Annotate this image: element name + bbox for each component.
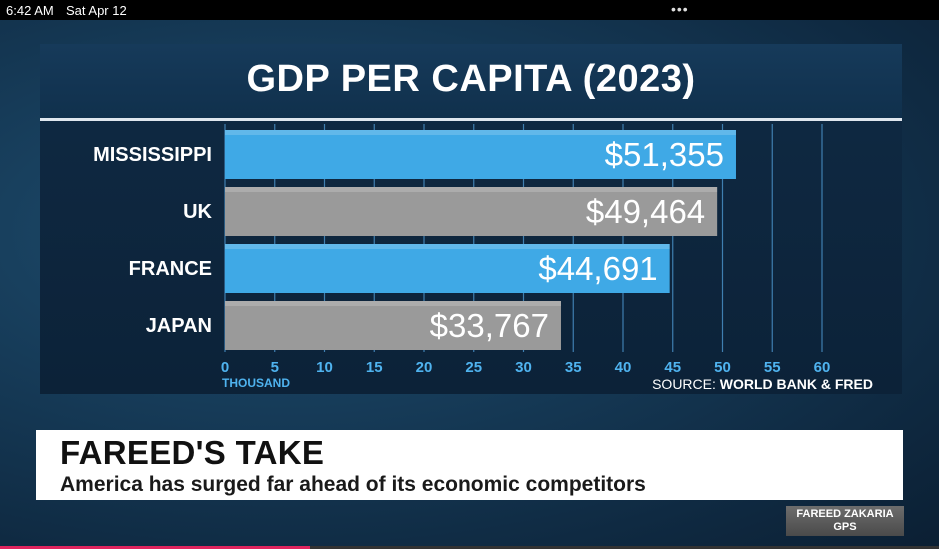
show-bug-show: GPS <box>833 521 857 533</box>
lower-third <box>36 430 903 500</box>
category-labels: MISSISSIPPI UK FRANCE JAPAN <box>93 144 212 337</box>
source-name: WORLD BANK & FRED <box>720 376 873 392</box>
x-tick-label: 50 <box>714 359 731 376</box>
x-tick-label: 0 <box>221 359 229 376</box>
source-note: SOURCE: WORLD BANK & FRED <box>652 376 873 392</box>
show-bug: FAREED ZAKARIA GPS <box>786 506 904 536</box>
bar <box>225 187 718 236</box>
chart-title: GDP PER CAPITA (2023) <box>246 58 696 100</box>
bar-value-label: $44,691 <box>538 250 657 287</box>
bar-value-label: $49,464 <box>586 193 705 230</box>
x-tick-label: 60 <box>814 359 831 376</box>
x-tick-label: 25 <box>465 359 482 376</box>
x-tick-label: 45 <box>664 359 681 376</box>
multitasking-dots-icon[interactable]: ••• <box>671 1 689 17</box>
bars: $51,355 $49,464 $44,691 $33,767 <box>225 130 736 350</box>
x-tick-label: 10 <box>316 359 333 376</box>
bar-highlight <box>225 187 718 192</box>
x-tick-label: 15 <box>366 359 383 376</box>
x-tick-label: 55 <box>764 359 781 376</box>
x-axis-label: THOUSAND <box>222 376 290 390</box>
bar <box>225 244 670 293</box>
bar-value-label: $33,767 <box>430 307 549 344</box>
x-tick-label: 20 <box>416 359 433 376</box>
bar <box>225 301 561 350</box>
category-label: FRANCE <box>129 258 212 280</box>
lower-third-subtitle: America has surged far ahead of its econ… <box>60 473 646 496</box>
x-tick-label: 35 <box>565 359 582 376</box>
status-time: 6:42 AM <box>6 3 54 18</box>
bar <box>225 130 736 179</box>
x-tick-label: 40 <box>615 359 632 376</box>
bar-highlight <box>225 244 670 249</box>
playback-progress-bar[interactable] <box>0 546 939 549</box>
title-band <box>40 44 902 120</box>
bar-highlight <box>225 301 561 306</box>
category-label: JAPAN <box>146 315 212 337</box>
source-prefix: SOURCE: <box>652 376 720 392</box>
playback-progress-fill <box>0 546 310 549</box>
bar-highlight <box>225 130 736 135</box>
bar-value-label: $51,355 <box>605 136 724 173</box>
lower-third-title: FAREED'S TAKE <box>60 434 325 471</box>
category-label: UK <box>183 201 212 223</box>
status-date: Sat Apr 12 <box>66 3 127 18</box>
x-axis-ticks: 0 5 10 15 20 25 30 35 40 45 50 55 60 <box>221 359 831 376</box>
status-bar: 6:42 AM Sat Apr 12 ••• <box>0 0 939 20</box>
show-bug-host: FAREED ZAKARIA <box>796 508 894 520</box>
category-label: MISSISSIPPI <box>93 144 212 166</box>
x-tick-label: 30 <box>515 359 532 376</box>
title-rule <box>40 118 902 121</box>
x-tick-label: 5 <box>271 359 279 376</box>
